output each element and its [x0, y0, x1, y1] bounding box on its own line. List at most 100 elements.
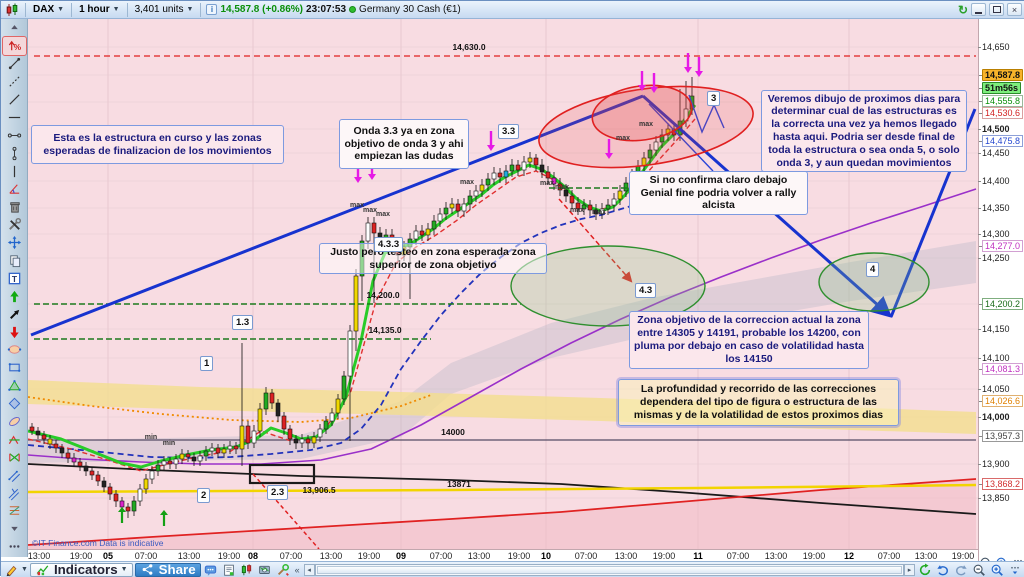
zoom-out-icon[interactable] — [971, 563, 987, 577]
minimize-button[interactable] — [971, 3, 986, 16]
wave-label[interactable]: 2.3 — [267, 485, 288, 500]
horizontal-line-tool-icon[interactable] — [3, 108, 26, 126]
zoom-in-icon[interactable] — [989, 563, 1005, 577]
wave-label[interactable]: 4.3.3 — [374, 237, 403, 252]
fibonacci-tool-icon[interactable] — [3, 502, 26, 520]
time-tick: 13:00 — [915, 551, 938, 561]
price-tick: 14,530.6 — [982, 107, 1023, 119]
scroll-right-icon[interactable]: ▸ — [904, 564, 915, 576]
horizontal-segment-tool-icon[interactable] — [3, 126, 26, 144]
collapse-toolbar-icon[interactable] — [3, 19, 26, 37]
chevron-down-icon[interactable]: ▼ — [21, 566, 28, 573]
workspace-tools-icon[interactable] — [275, 563, 291, 577]
price-tick: 14,650 — [982, 42, 1010, 52]
duplicate-tool-icon[interactable] — [3, 252, 26, 270]
snapshot-icon[interactable] — [257, 563, 273, 577]
price-tick: 14,300 — [982, 229, 1010, 239]
share-button[interactable]: Share — [135, 563, 201, 577]
indicators-chart-icon — [35, 563, 51, 577]
indicators-button[interactable]: Indicators ▼ — [30, 563, 133, 577]
chat-icon[interactable] — [203, 563, 219, 577]
annotation-profundidad[interactable]: La profundidad y recorrido de las correc… — [618, 379, 899, 426]
reset-zoom-icon[interactable] — [917, 563, 933, 577]
arrow-diagonal-tool-icon[interactable] — [3, 305, 26, 323]
draw-tool-icon[interactable] — [3, 563, 19, 577]
wave-label[interactable]: 3 — [707, 91, 720, 106]
drawing-toolbar: %T — [1, 19, 28, 557]
collapse-panel-icon[interactable]: « — [293, 565, 302, 575]
scroll-left-icon[interactable]: ◂ — [304, 564, 315, 576]
chart-style-icon[interactable] — [4, 3, 20, 17]
rotated-rectangle-tool-icon[interactable] — [3, 395, 26, 413]
text-tool-icon[interactable]: T — [3, 269, 26, 287]
annotation-veremos[interactable]: Veremos dibujo de proximos dias para det… — [761, 90, 967, 172]
timeframe-selector[interactable]: 1 hour▼ — [77, 4, 122, 15]
restore-button[interactable] — [989, 3, 1004, 16]
refresh-icon[interactable]: ↻ — [958, 3, 968, 17]
arrow-up-tool-icon[interactable] — [3, 287, 26, 305]
rotated-ellipse-tool-icon[interactable] — [3, 413, 26, 431]
move-tool-icon[interactable] — [3, 234, 26, 252]
copyright-label: ©IT-Finance.com Data is indicative — [32, 538, 163, 548]
pattern-tool-icon[interactable] — [3, 430, 26, 448]
scrollbar-thumb[interactable] — [317, 566, 902, 574]
annotation-confirma[interactable]: Si no confirma claro debajo Genial fine … — [629, 171, 808, 215]
scroll-handle-icon[interactable] — [1007, 563, 1023, 577]
undo-icon[interactable] — [935, 563, 951, 577]
last-price: 14,587.8 (+0.86%) — [220, 4, 303, 15]
instrument-selector[interactable]: DAX▼ — [31, 4, 66, 15]
news-icon[interactable] — [221, 563, 237, 577]
arrow-down-tool-icon[interactable] — [3, 323, 26, 341]
chevron-down-icon: ▼ — [57, 6, 64, 13]
scrollbar-track[interactable] — [315, 564, 904, 576]
delete-tool-icon[interactable] — [3, 198, 26, 216]
channel-tool-icon[interactable] — [3, 466, 26, 484]
triangle-tool-icon[interactable] — [3, 377, 26, 395]
segment-tool-icon[interactable] — [3, 55, 26, 73]
more-tools-icon[interactable] — [3, 538, 26, 556]
expand-toolbar-icon[interactable] — [3, 520, 26, 538]
time-tick: 19:00 — [508, 551, 531, 561]
info-icon[interactable]: i — [206, 4, 217, 15]
vertical-segment-tool-icon[interactable] — [3, 144, 26, 162]
wave-label[interactable]: 4 — [866, 262, 879, 277]
price-tick: 14,100 — [982, 353, 1010, 363]
horizontal-scrollbar[interactable]: ◂ ▸ — [304, 564, 915, 576]
object-settings-icon[interactable] — [3, 216, 26, 234]
time-tick: 08 — [248, 551, 258, 561]
time-tick: 07:00 — [135, 551, 158, 561]
price-tick: 14,475.8 — [982, 135, 1023, 147]
trendline-tool-icon[interactable] — [3, 91, 26, 109]
annotation-zona-objetivo[interactable]: Zona objetivo de la correccion actual la… — [629, 311, 869, 369]
wave-label[interactable]: 1.3 — [232, 315, 253, 330]
annotation-onda33[interactable]: Onda 3.3 ya en zona objetivo de onda 3 y… — [339, 119, 469, 169]
wave-label[interactable]: 1 — [200, 356, 213, 371]
wave-label[interactable]: 2 — [197, 488, 210, 503]
compare-icon[interactable] — [239, 563, 255, 577]
wave-label[interactable]: 4.3 — [635, 283, 656, 298]
annotation-structure[interactable]: Esta es la estructura en curso y las zon… — [31, 125, 284, 164]
close-button[interactable]: × — [1007, 3, 1022, 16]
ellipse-tool-icon[interactable] — [3, 341, 26, 359]
vertical-line-tool-icon[interactable] — [3, 162, 26, 180]
time-tick: 13:00 — [468, 551, 491, 561]
rectangle-tool-icon[interactable] — [3, 359, 26, 377]
time-tick: 05 — [103, 551, 113, 561]
indicators-label: Indicators — [54, 562, 118, 577]
wave-label[interactable]: 3.3 — [498, 124, 519, 139]
wedge-tool-icon[interactable] — [3, 448, 26, 466]
pitchfork-tool-icon[interactable] — [3, 484, 26, 502]
percent-price-tool-icon[interactable]: % — [3, 37, 26, 55]
angle-tool-icon[interactable] — [3, 180, 26, 198]
time-tick: 13:00 — [178, 551, 201, 561]
redo-icon[interactable] — [953, 563, 969, 577]
units-selector[interactable]: 3,401 units▼ — [133, 4, 196, 15]
time-tick: 09 — [396, 551, 406, 561]
dashed-line-tool-icon[interactable] — [3, 73, 26, 91]
svg-text:%: % — [13, 43, 21, 53]
annotation-testeo[interactable]: Justo pero testeo en zona esperada zona … — [319, 243, 547, 274]
